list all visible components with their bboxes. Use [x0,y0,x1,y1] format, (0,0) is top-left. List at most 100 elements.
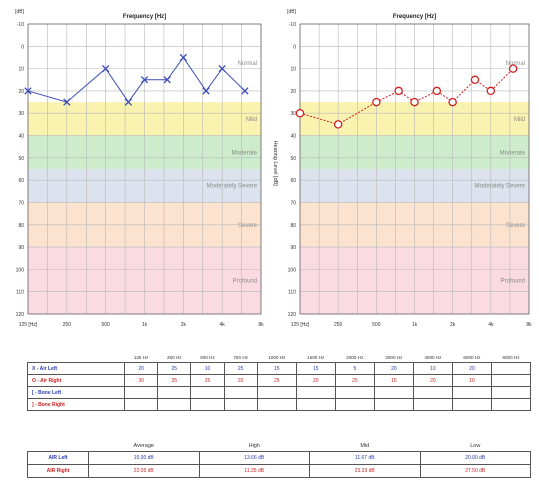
table-cell: 15 [373,374,414,387]
average-table-header: Average High Mid Low [28,441,531,452]
header-high: High [248,443,260,449]
plot-frame [27,23,262,315]
band-label: Severe [506,223,526,229]
y-tick-label: 120 [16,312,25,318]
table-cell [295,398,336,411]
y-tick-label: 60 [18,178,24,184]
table-cell [190,398,225,411]
marker-stroke [218,64,226,73]
data-point-x [163,76,171,84]
x-tick-label: 125 [Hz] [291,322,310,328]
x-tick-label: 1k [142,322,148,328]
table-cell: 15 [256,362,297,375]
row-label: AIR Right [27,464,89,478]
table-cell [373,398,414,411]
table-cell: 10 [190,362,225,375]
table-cell [256,386,297,399]
table-cell [157,398,192,411]
band-label: Profound [233,279,257,285]
table-cell: 5 [334,362,375,375]
table-cell: 20 [123,362,159,375]
header-freq: 1500 Hz [307,354,325,360]
data-point-o [410,97,419,107]
header-freq: 500 Hz [200,354,215,360]
band-label: Normal [506,61,525,67]
y-tick-label: 0 [21,44,24,50]
table-row-bone-left: [ - Bone Left [27,386,532,399]
header-freq: 125 Hz [133,354,149,360]
data-point-x [179,53,187,62]
table-cell: 20 [223,374,258,387]
y-tick-label: 120 [288,312,297,318]
series-line [299,68,514,125]
table-cell [223,386,258,399]
y-tick-label: 70 [290,200,296,206]
band-label: Profound [501,279,525,285]
y-tick-label: 20 [18,89,24,95]
data-point-o [508,64,518,73]
marker-stroke [241,87,249,95]
table-cell [373,386,414,399]
data-point-o [333,120,343,129]
unit-label: [dB] [287,9,297,15]
marker-stroke [24,87,32,95]
table-cell [295,386,336,399]
header-low: Low [470,443,481,449]
audiogram-charts: Normal Mild Moderate Moderately Severe Sever… [15,9,532,328]
x-tick-label: 4k [220,322,226,328]
y-tick-label: 10 [18,67,24,73]
data-point-x [102,64,110,73]
table-cell: 11.67 dB [309,451,421,465]
y-tick-label: 100 [16,267,25,273]
band-label: Moderately Severe [207,184,258,190]
row-label: O - Air Right [27,374,125,387]
x-tick-label: 500 [372,322,381,328]
table-row-air-right-average: AIR Right 22.05 dB 11.25 dB 23.33 dB 27.… [27,464,531,478]
table-cell [451,398,492,411]
data-point-o [448,97,457,107]
y-tick-label: 0 [293,44,296,50]
row-label: X - Air Left [27,362,125,375]
x-tick-label: 2k [450,322,456,328]
table-cell [256,398,297,411]
table-cell: 20 [412,374,453,387]
header-freq: 1000 Hz [268,354,286,360]
marker-stroke [202,87,210,95]
table-cell: 20 [295,374,336,387]
table-cell: 25 [190,374,225,387]
y-tick-label: -10 [17,22,24,28]
table-cell [223,398,258,411]
unit-label: [dB] [15,9,25,15]
table-cell: 23.33 dB [309,464,421,478]
x-tick-label: 500 [101,322,110,328]
plot-frame [299,23,530,315]
band-label: Mild [514,117,525,123]
table-cell: 13.66 dB [198,451,310,465]
table-cell [190,386,225,399]
data-point-o [432,86,442,96]
header-blank [28,352,125,363]
table-cell: 25 [223,362,258,375]
data-point-x [218,64,226,73]
table-cell [490,362,532,375]
marker-stroke [63,98,71,106]
header-freq: 750 Hz [233,354,248,360]
x-tick-label: 250 [63,322,72,328]
table-cell [490,386,532,399]
x-tick-label: 1k [412,322,418,328]
data-point-x [140,76,149,84]
table-cell: 22.05 dB [88,464,200,478]
data-point-x [202,87,210,95]
data-point-x [24,87,32,95]
header-freq: 250 Hz [167,354,182,360]
header-mid: Mid [360,443,370,449]
table-cell [490,374,532,387]
band-label: Normal [238,61,257,67]
table-cell [490,398,532,411]
y-axis-label: Hearing Level [dB] [272,141,278,187]
y-tick-label: 90 [18,245,24,251]
y-tick-label: 40 [290,134,296,140]
marker-stroke [163,76,171,84]
data-point-x [241,87,249,95]
x-tick-label: 125 [Hz] [19,322,38,328]
